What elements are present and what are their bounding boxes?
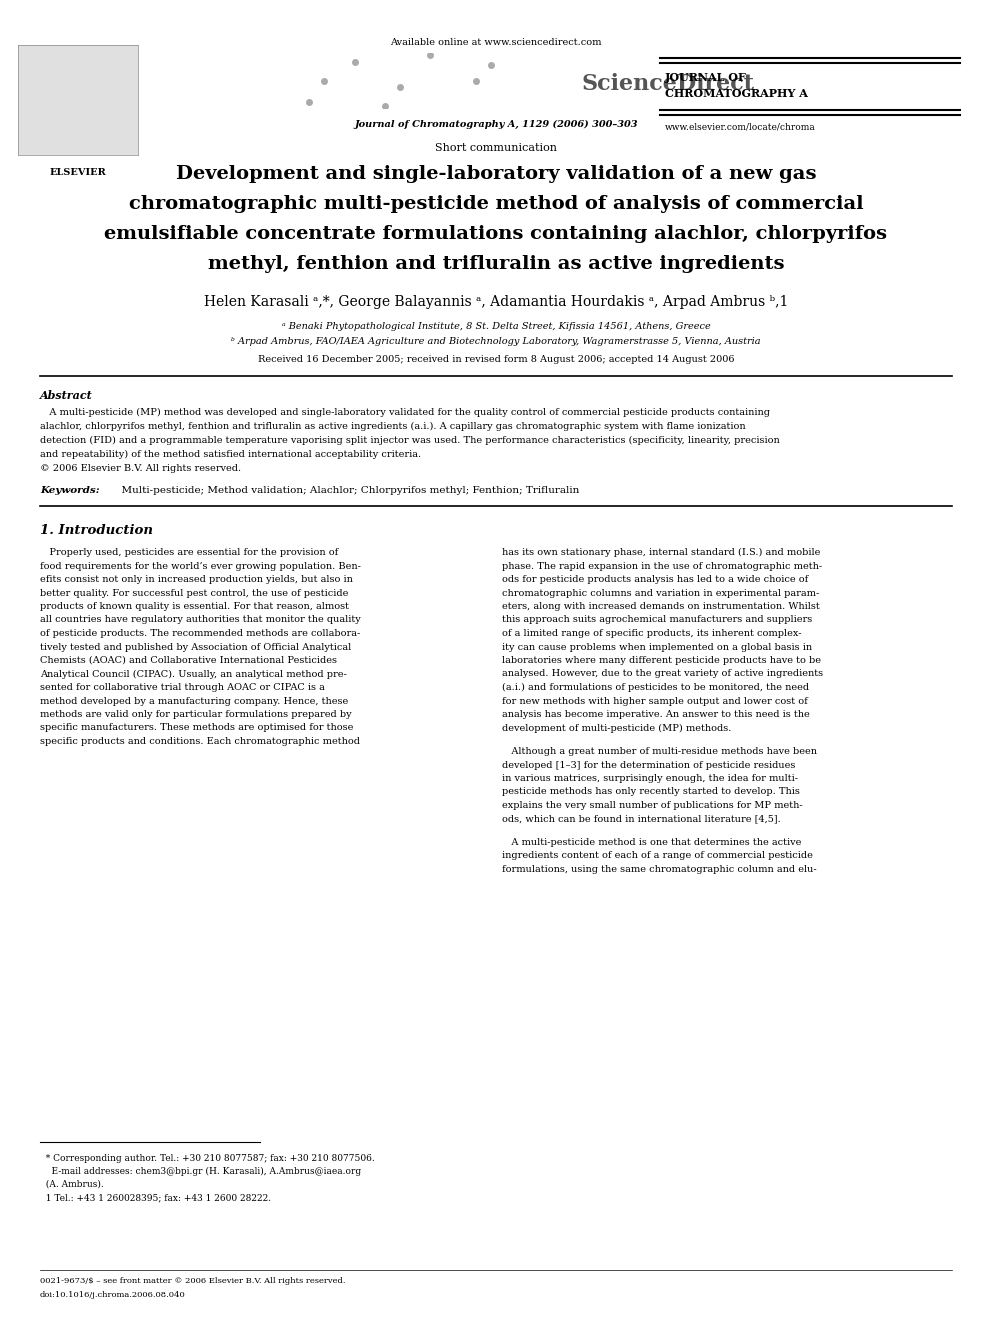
Text: * Corresponding author. Tel.: +30 210 8077587; fax: +30 210 8077506.: * Corresponding author. Tel.: +30 210 80… [40,1154,375,1163]
Text: chromatographic columns and variation in experimental param-: chromatographic columns and variation in… [502,589,819,598]
Text: pesticide methods has only recently started to develop. This: pesticide methods has only recently star… [502,787,800,796]
Text: ᵇ Arpad Ambrus, FAO/IAEA Agriculture and Biotechnology Laboratory, Wagramerstras: ᵇ Arpad Ambrus, FAO/IAEA Agriculture and… [231,337,761,347]
Text: method developed by a manufacturing company. Hence, these: method developed by a manufacturing comp… [40,696,348,705]
Text: specific products and conditions. Each chromatographic method: specific products and conditions. Each c… [40,737,360,746]
Text: methyl, fenthion and trifluralin as active ingredients: methyl, fenthion and trifluralin as acti… [207,255,785,273]
Text: food requirements for the world’s ever growing population. Ben-: food requirements for the world’s ever g… [40,561,361,570]
Text: Multi-pesticide; Method validation; Alachlor; Chlorpyrifos methyl; Fenthion; Tri: Multi-pesticide; Method validation; Alac… [115,486,579,495]
Text: alachlor, chlorpyrifos methyl, fenthion and trifluralin as active ingredients (a: alachlor, chlorpyrifos methyl, fenthion … [40,422,746,431]
Text: for new methods with higher sample output and lower cost of: for new methods with higher sample outpu… [502,696,807,705]
Text: analysis has become imperative. An answer to this need is the: analysis has become imperative. An answe… [502,710,809,718]
Text: this approach suits agrochemical manufacturers and suppliers: this approach suits agrochemical manufac… [502,615,812,624]
Text: ods for pesticide products analysis has led to a wide choice of: ods for pesticide products analysis has … [502,576,808,583]
Text: development of multi-pesticide (MP) methods.: development of multi-pesticide (MP) meth… [502,724,731,733]
Text: specific manufacturers. These methods are optimised for those: specific manufacturers. These methods ar… [40,724,353,733]
Text: CHROMATOGRAPHY A: CHROMATOGRAPHY A [665,89,807,99]
Text: Development and single-laboratory validation of a new gas: Development and single-laboratory valida… [176,165,816,183]
Text: 1 Tel.: +43 1 260028395; fax: +43 1 2600 28222.: 1 Tel.: +43 1 260028395; fax: +43 1 2600… [40,1193,271,1203]
Text: better quality. For successful pest control, the use of pesticide: better quality. For successful pest cont… [40,589,348,598]
Text: Received 16 December 2005; received in revised form 8 August 2006; accepted 14 A: Received 16 December 2005; received in r… [258,355,734,364]
Text: laboratories where many different pesticide products have to be: laboratories where many different pestic… [502,656,821,665]
Text: Analytical Council (CIPAC). Usually, an analytical method pre-: Analytical Council (CIPAC). Usually, an … [40,669,347,679]
Text: ods, which can be found in international literature [4,5].: ods, which can be found in international… [502,815,781,823]
Text: A multi-pesticide method is one that determines the active: A multi-pesticide method is one that det… [502,837,802,847]
Text: of pesticide products. The recommended methods are collabora-: of pesticide products. The recommended m… [40,628,360,638]
Text: of a limited range of specific products, its inherent complex-: of a limited range of specific products,… [502,628,802,638]
Text: A multi-pesticide (MP) method was developed and single-laboratory validated for : A multi-pesticide (MP) method was develo… [40,407,770,417]
Text: Short communication: Short communication [435,143,557,153]
Text: methods are valid only for particular formulations prepared by: methods are valid only for particular fo… [40,710,351,718]
Text: analysed. However, due to the great variety of active ingredients: analysed. However, due to the great vari… [502,669,823,679]
Text: E-mail addresses: chem3@bpi.gr (H. Karasali), A.Ambrus@iaea.org: E-mail addresses: chem3@bpi.gr (H. Karas… [40,1167,361,1176]
Text: Keywords:: Keywords: [40,486,99,495]
Text: 0021-9673/$ – see front matter © 2006 Elsevier B.V. All rights reserved.: 0021-9673/$ – see front matter © 2006 El… [40,1277,345,1285]
Text: (A. Ambrus).: (A. Ambrus). [40,1180,104,1189]
Text: detection (FID) and a programmable temperature vaporising split injector was use: detection (FID) and a programmable tempe… [40,437,780,445]
Text: JOURNAL OF: JOURNAL OF [665,71,747,83]
Text: ᵃ Benaki Phytopathological Institute, 8 St. Delta Street, Kifissia 14561, Athens: ᵃ Benaki Phytopathological Institute, 8 … [282,321,710,331]
Text: tively tested and published by Association of Official Analytical: tively tested and published by Associati… [40,643,351,651]
Text: has its own stationary phase, internal standard (I.S.) and mobile: has its own stationary phase, internal s… [502,548,820,557]
Text: 1. Introduction: 1. Introduction [40,524,153,537]
Text: developed [1–3] for the determination of pesticide residues: developed [1–3] for the determination of… [502,761,796,770]
Text: emulsifiable concentrate formulations containing alachlor, chlorpyrifos: emulsifiable concentrate formulations co… [104,225,888,243]
Text: explains the very small number of publications for MP meth-: explains the very small number of public… [502,800,803,810]
Text: all countries have regulatory authorities that monitor the quality: all countries have regulatory authoritie… [40,615,361,624]
Text: ELSEVIER: ELSEVIER [50,168,106,177]
Text: Helen Karasali ᵃ,*, George Balayannis ᵃ, Adamantia Hourdakis ᵃ, Arpad Ambrus ᵇ,1: Helen Karasali ᵃ,*, George Balayannis ᵃ,… [203,295,789,310]
Text: products of known quality is essential. For that reason, almost: products of known quality is essential. … [40,602,349,611]
Text: eters, along with increased demands on instrumentation. Whilst: eters, along with increased demands on i… [502,602,819,611]
Text: Properly used, pesticides are essential for the provision of: Properly used, pesticides are essential … [40,548,338,557]
Text: ity can cause problems when implemented on a global basis in: ity can cause problems when implemented … [502,643,812,651]
Text: in various matrices, surprisingly enough, the idea for multi-: in various matrices, surprisingly enough… [502,774,798,783]
Text: formulations, using the same chromatographic column and elu-: formulations, using the same chromatogra… [502,865,816,875]
Text: (a.i.) and formulations of pesticides to be monitored, the need: (a.i.) and formulations of pesticides to… [502,683,809,692]
Text: www.elsevier.com/locate/chroma: www.elsevier.com/locate/chroma [665,122,815,131]
Text: Chemists (AOAC) and Collaborative International Pesticides: Chemists (AOAC) and Collaborative Intern… [40,656,337,665]
Text: sented for collaborative trial through AOAC or CIPAC is a: sented for collaborative trial through A… [40,683,324,692]
Text: ScienceDirect: ScienceDirect [582,73,755,95]
Text: Available online at www.sciencedirect.com: Available online at www.sciencedirect.co… [390,38,602,48]
Text: Abstract: Abstract [40,390,92,401]
Text: efits consist not only in increased production yields, but also in: efits consist not only in increased prod… [40,576,353,583]
Text: Although a great number of multi-residue methods have been: Although a great number of multi-residue… [502,747,817,755]
Text: and repeatability) of the method satisfied international acceptability criteria.: and repeatability) of the method satisfi… [40,450,422,459]
Text: Journal of Chromatography A, 1129 (2006) 300–303: Journal of Chromatography A, 1129 (2006)… [354,120,638,130]
Text: © 2006 Elsevier B.V. All rights reserved.: © 2006 Elsevier B.V. All rights reserved… [40,464,241,474]
Text: phase. The rapid expansion in the use of chromatographic meth-: phase. The rapid expansion in the use of… [502,561,822,570]
Text: chromatographic multi-pesticide method of analysis of commercial: chromatographic multi-pesticide method o… [129,194,863,213]
Text: ingredients content of each of a range of commercial pesticide: ingredients content of each of a range o… [502,852,812,860]
Text: doi:10.1016/j.chroma.2006.08.040: doi:10.1016/j.chroma.2006.08.040 [40,1291,186,1299]
